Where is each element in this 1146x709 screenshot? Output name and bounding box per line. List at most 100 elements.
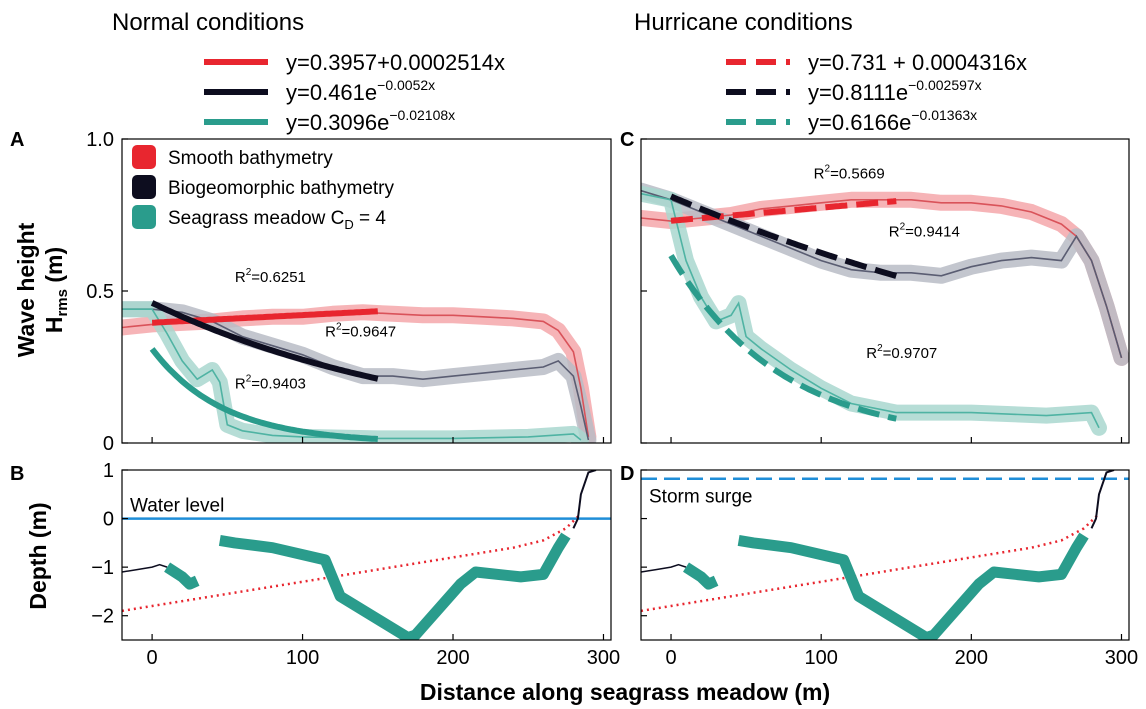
- fit-legend-hurricane: y=0.731 + 0.0004316xy=0.8111e−0.002597xy…: [726, 50, 1027, 135]
- r-squared-label: R2=0.9647: [325, 322, 396, 341]
- r-squared-value: =0.5669: [830, 166, 885, 183]
- panel-frame: [640, 138, 1130, 444]
- x-tick-label: 100: [286, 647, 319, 669]
- fit-legend-sup: −0.01363x: [911, 107, 977, 123]
- y-tick-label: −2: [91, 606, 114, 628]
- y-tick-label: 0: [103, 433, 114, 455]
- series-legend-suffix: = 4: [354, 208, 387, 229]
- bathymetry-shore-line: [1090, 470, 1115, 529]
- r-squared-r: R: [866, 345, 877, 362]
- fit-legend-text: y=0.3096e: [286, 110, 389, 135]
- r-squared-sup: 2: [900, 221, 906, 232]
- r-squared-sup: 2: [877, 343, 883, 354]
- plot-area: [641, 470, 1129, 640]
- y-tick-label: −1: [91, 557, 114, 579]
- series-legend-text: Seagrass meadow C: [168, 208, 344, 229]
- fit-legend-label: y=0.3957+0.0002514x: [286, 50, 505, 75]
- series-line: [122, 308, 582, 441]
- y-tick-label: 1: [103, 460, 114, 482]
- fit-line-seagrass: [668, 254, 897, 422]
- fit-legend-label: y=0.461e−0.0052x: [286, 77, 435, 105]
- x-tick-label: 200: [955, 647, 988, 669]
- series-legend-swatch-seagrass: [132, 205, 156, 229]
- plot-area: [122, 300, 597, 443]
- fit-line-bio: [669, 193, 898, 279]
- seagrass-segment: [737, 532, 1089, 640]
- y-tick-label: 0: [103, 509, 114, 531]
- r-squared-sup: 2: [246, 373, 252, 384]
- y-tick-label: 1.0: [86, 129, 114, 151]
- dotted-profile: [641, 512, 1100, 613]
- r-squared-sup: 2: [246, 267, 252, 278]
- r-squared-r: R: [235, 269, 246, 286]
- x-tick-label: 0: [147, 647, 158, 669]
- fit-legend-text: y=0.8111e: [808, 80, 908, 105]
- r-squared-sup: 2: [825, 164, 831, 175]
- hurricane-title: Hurricane conditions: [634, 9, 853, 36]
- r-squared-sup: 2: [336, 322, 342, 333]
- r-squared-label: R2=0.9414: [889, 221, 960, 240]
- series-legend-swatch-smooth: [132, 145, 156, 169]
- y-label-top-line1: Wave height: [13, 222, 39, 357]
- r-squared-value: =0.9707: [883, 345, 938, 362]
- fit-legend-text: y=0.731 + 0.0004316x: [808, 50, 1027, 75]
- bathymetry-line: [122, 563, 168, 573]
- series-legend-label: Biogeomorphic bathymetry: [168, 178, 394, 199]
- series-line: [641, 189, 1123, 359]
- r-squared-value: =0.9403: [251, 375, 306, 392]
- plot-area: [641, 182, 1129, 436]
- fit-line-bio: [150, 300, 379, 382]
- series-line: [641, 192, 1100, 429]
- series-legend-sub: D: [344, 217, 353, 232]
- water-level-label: Storm surge: [649, 487, 752, 508]
- seagrass-segment: [218, 532, 571, 640]
- series-legend-label: Seagrass meadow CD = 4: [168, 208, 386, 232]
- panel-letter-d: D: [620, 463, 634, 485]
- x-tick-label: 100: [804, 647, 837, 669]
- r-squared-label: R2=0.6251: [235, 267, 306, 286]
- fit-legend-normal: y=0.3957+0.0002514xy=0.461e−0.0052xy=0.3…: [204, 50, 505, 135]
- r-squared-label: R2=0.5669: [814, 164, 885, 183]
- fit-legend-label: y=0.3096e−0.02108x: [286, 107, 455, 135]
- y-label-bottom: Depth (m): [25, 502, 51, 609]
- x-tick-label: 0: [665, 647, 676, 669]
- fit-line-seagrass: [149, 347, 378, 442]
- seagrass-segment: [164, 562, 200, 590]
- panel-letter-b: B: [10, 463, 24, 485]
- x-tick-label: 200: [436, 647, 469, 669]
- r-squared-value: =0.9647: [342, 324, 397, 341]
- x-tick-label: 300: [1105, 647, 1138, 669]
- series-legend-text: Smooth bathymetry: [168, 148, 333, 169]
- fit-legend-text: y=0.3957+0.0002514x: [286, 50, 505, 75]
- series-legend-swatch-bio: [132, 175, 156, 199]
- r-squared-r: R: [889, 223, 900, 240]
- r-squared-label: R2=0.9403: [235, 373, 306, 392]
- dotted-profile: [122, 512, 582, 613]
- panel-frame: [640, 469, 1130, 641]
- fit-legend-text: y=0.6166e: [808, 110, 911, 135]
- r-squared-value: =0.6251: [251, 269, 306, 286]
- panel-d-depth-hurricane: Storm surge 0 100 200 300: [640, 469, 1138, 669]
- y-tick-label: 0.5: [86, 281, 114, 303]
- panel-letter-a: A: [10, 129, 24, 151]
- x-tick-label: 300: [587, 647, 620, 669]
- fit-legend-label: y=0.8111e−0.002597x: [808, 77, 982, 105]
- x-label: Distance along seagrass meadow (m): [420, 679, 830, 705]
- normal-title: Normal conditions: [112, 9, 304, 36]
- seagrass-segment: [683, 562, 719, 590]
- panel-letter-c: C: [620, 129, 634, 151]
- fit-legend-label: y=0.6166e−0.01363x: [808, 107, 977, 135]
- fit-legend-sup: −0.0052x: [377, 77, 435, 93]
- r-squared-label: R2=0.9707: [866, 343, 937, 362]
- panel-frame: [121, 469, 612, 641]
- bathymetry-shore-line: [572, 470, 597, 529]
- r-squared-r: R: [325, 324, 336, 341]
- fit-legend-sup: −0.002597x: [908, 77, 982, 93]
- bathymetry-line: [641, 563, 687, 573]
- r-squared-r: R: [235, 375, 246, 392]
- fit-legend-text: y=0.461e: [286, 80, 377, 105]
- y-label-top-line2: Hrms (m): [41, 247, 71, 333]
